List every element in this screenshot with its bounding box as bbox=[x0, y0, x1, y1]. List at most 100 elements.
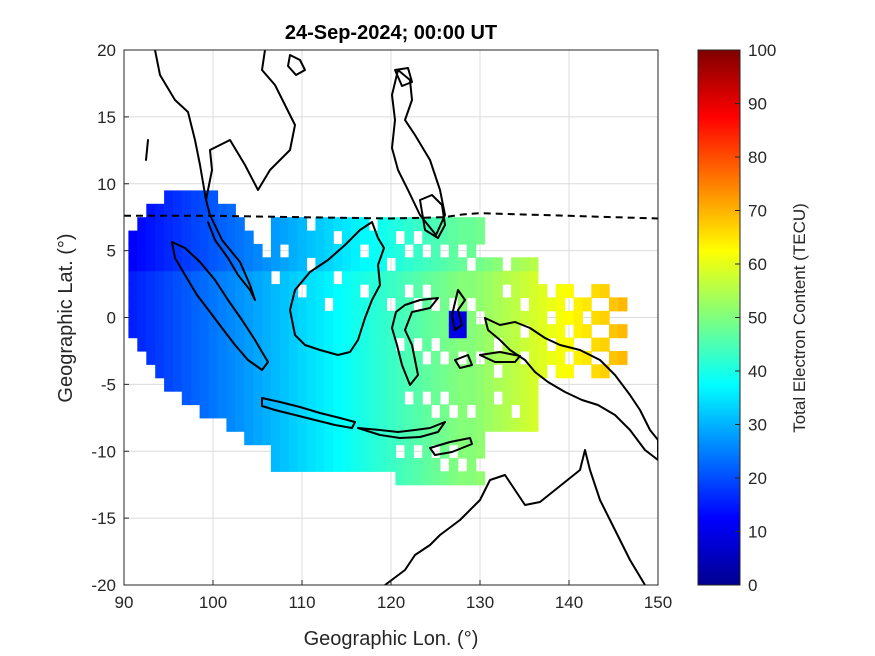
tec-cell bbox=[404, 337, 414, 352]
tec-cell bbox=[609, 324, 619, 339]
tec-cell bbox=[315, 377, 325, 392]
tec-cell bbox=[128, 270, 138, 285]
tec-cell bbox=[466, 431, 477, 446]
tec-cell bbox=[448, 230, 459, 245]
tec-cell bbox=[306, 324, 316, 339]
tec-cell bbox=[262, 297, 272, 312]
tec-cell bbox=[350, 324, 361, 339]
y-axis-ticks: 20 15 10 5 0 -5 -10 -15 -20 bbox=[91, 41, 129, 595]
tec-cell bbox=[413, 377, 423, 392]
coastline-seram bbox=[479, 351, 521, 363]
tec-cell bbox=[368, 230, 379, 245]
tec-cell bbox=[466, 417, 477, 432]
tec-cell bbox=[342, 337, 352, 352]
tec-cell bbox=[288, 431, 299, 446]
coastline-new-guinea bbox=[484, 317, 658, 461]
tec-cell bbox=[235, 417, 245, 432]
tec-cell bbox=[306, 270, 316, 285]
tec-cell bbox=[262, 270, 272, 285]
tec-cell bbox=[333, 324, 343, 339]
tec-cell bbox=[466, 391, 477, 406]
tec-cell bbox=[279, 284, 290, 299]
tec-cell bbox=[235, 284, 245, 299]
tec-cell bbox=[475, 471, 486, 486]
tec-cell bbox=[279, 377, 290, 392]
tec-cell bbox=[164, 310, 174, 325]
tec-cell bbox=[137, 217, 147, 232]
tec-cell bbox=[377, 337, 388, 352]
tec-cell bbox=[315, 337, 325, 352]
tec-cell bbox=[217, 324, 227, 339]
tec-cell bbox=[333, 431, 343, 446]
tec-cell bbox=[164, 203, 174, 218]
tec-cell bbox=[235, 324, 245, 339]
tec-cell bbox=[324, 310, 334, 325]
tec-cell bbox=[155, 364, 165, 379]
tec-cell bbox=[262, 404, 272, 419]
tec-cell bbox=[155, 284, 165, 299]
tec-cell bbox=[350, 444, 361, 459]
tec-cell bbox=[520, 337, 530, 352]
tec-cell bbox=[208, 350, 219, 365]
tec-cell bbox=[564, 310, 574, 325]
tec-cell bbox=[431, 350, 441, 365]
tec-cell bbox=[431, 243, 441, 258]
tec-cell bbox=[315, 444, 325, 459]
tec-cell bbox=[475, 324, 486, 339]
tec-cell bbox=[502, 350, 512, 365]
tec-cell bbox=[395, 284, 405, 299]
tec-cell bbox=[484, 337, 494, 352]
tec-cell bbox=[502, 270, 512, 285]
tec-cell bbox=[439, 417, 450, 432]
tec-cell bbox=[457, 257, 468, 272]
tec-cell bbox=[368, 431, 379, 446]
tec-cell bbox=[181, 230, 192, 245]
colorbar-tick-label: 90 bbox=[748, 95, 767, 114]
coastlines bbox=[145, 50, 658, 585]
tec-cell bbox=[359, 217, 370, 232]
tec-cell bbox=[172, 324, 183, 339]
tec-cell bbox=[377, 270, 388, 285]
tec-cell bbox=[493, 324, 503, 339]
tec-cell bbox=[377, 404, 388, 419]
tec-cell bbox=[244, 391, 254, 406]
tec-cell bbox=[324, 337, 334, 352]
tec-cell bbox=[270, 217, 281, 232]
tec-cell bbox=[475, 391, 486, 406]
tec-cell bbox=[350, 297, 361, 312]
tec-cell bbox=[573, 324, 583, 339]
tec-cell bbox=[190, 190, 201, 205]
tec-cell bbox=[529, 257, 539, 272]
tec-cell bbox=[288, 217, 299, 232]
tec-cell bbox=[377, 310, 388, 325]
tec-cell bbox=[315, 284, 325, 299]
tec-cell bbox=[208, 364, 219, 379]
tec-cell bbox=[582, 324, 592, 339]
tec-cell bbox=[546, 350, 557, 365]
tec-cell bbox=[324, 457, 334, 472]
tec-cell bbox=[199, 404, 210, 419]
tec-cell bbox=[439, 297, 450, 312]
tec-cell bbox=[146, 284, 156, 299]
tec-cell bbox=[520, 417, 530, 432]
tec-cell bbox=[342, 257, 352, 272]
tec-cell bbox=[422, 444, 432, 459]
tec-cell bbox=[306, 391, 316, 406]
tec-cell bbox=[386, 444, 397, 459]
tec-cell bbox=[422, 324, 432, 339]
tec-cell bbox=[306, 457, 316, 472]
tec-cell bbox=[137, 324, 147, 339]
tec-cell bbox=[137, 230, 147, 245]
tec-cell bbox=[333, 350, 343, 365]
tec-cell bbox=[270, 431, 281, 446]
tec-cell bbox=[448, 417, 459, 432]
tec-cell bbox=[422, 364, 432, 379]
tec-cell bbox=[315, 270, 325, 285]
tec-cell bbox=[368, 417, 379, 432]
tec-cell bbox=[386, 284, 397, 299]
tec-cell bbox=[306, 310, 316, 325]
tec-cell bbox=[600, 284, 610, 299]
tec-cell bbox=[155, 203, 165, 218]
tec-cell bbox=[342, 350, 352, 365]
